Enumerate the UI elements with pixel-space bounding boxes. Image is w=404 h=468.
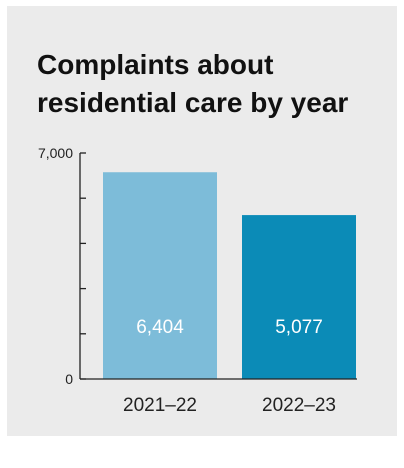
x-tick-label: 2022–23	[262, 395, 336, 416]
x-tick-label: 2021–22	[123, 395, 197, 416]
y-tick-label: 7,000	[38, 145, 73, 161]
bar-value-label: 6,404	[136, 317, 184, 338]
y-tick-label: 0	[65, 371, 73, 387]
chart-title: Complaints about residential care by yea…	[37, 49, 349, 118]
bar-1	[103, 172, 217, 379]
bar-value-label: 5,077	[275, 317, 323, 338]
bar-2	[242, 215, 356, 379]
